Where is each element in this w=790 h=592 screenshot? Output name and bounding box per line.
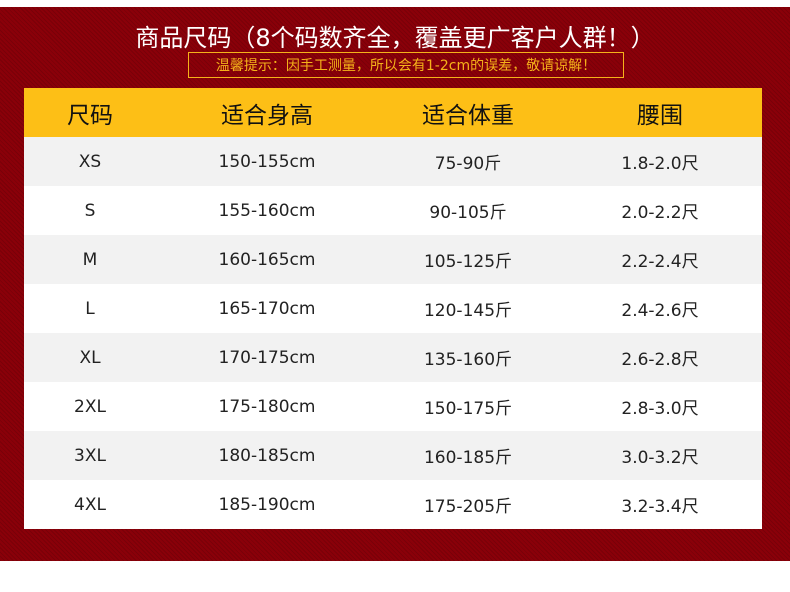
table-row: 4XL 185-190cm 175-205斤 3.2-3.4尺 [24, 480, 762, 529]
cell-waist: 3.0-3.2尺 [621, 448, 699, 468]
cell-size: 4XL [74, 494, 106, 515]
table-row: 3XL 180-185cm 160-185斤 3.0-3.2尺 [24, 431, 762, 480]
size-table: 尺码 适合身高 适合体重 腰围 XS 150-155cm 75-90斤 1.8-2.0… [24, 88, 762, 529]
cell-height: 185-190cm [218, 494, 316, 515]
table-row: XL 170-175cm 135-160斤 2.6-2.8尺 [24, 333, 762, 382]
table-row: 2XL 175-180cm 150-175斤 2.8-3.0尺 [24, 382, 762, 431]
cell-height: 150-155cm [218, 151, 316, 172]
cell-size: M [82, 249, 98, 270]
cell-height: 165-170cm [218, 298, 316, 319]
cell-waist: 1.8-2.0尺 [621, 154, 699, 174]
notice-box: 温馨提示：因手工测量，所以会有1-2cm的误差，敬请谅解！ [188, 52, 624, 78]
cell-height: 160-165cm [218, 249, 316, 270]
cell-weight: 175-205斤 [423, 497, 513, 517]
table-header: 尺码 适合身高 适合体重 腰围 [24, 88, 762, 137]
table-row: M 160-165cm 105-125斤 2.2-2.4尺 [24, 235, 762, 284]
cell-size: XS [78, 151, 102, 172]
cell-size: 2XL [74, 396, 106, 417]
cell-weight: 135-160斤 [423, 350, 513, 370]
cell-size: 3XL [74, 445, 106, 466]
table-row: L 165-170cm 120-145斤 2.4-2.6尺 [24, 284, 762, 333]
cell-size: XL [79, 347, 101, 368]
table-row: S 155-160cm 90-105斤 2.0-2.2尺 [24, 186, 762, 235]
cell-weight: 75-90斤 [434, 154, 502, 174]
cell-waist: 2.4-2.6尺 [621, 301, 699, 321]
cell-waist: 2.0-2.2尺 [621, 203, 699, 223]
page-title: 商品尺码（8个码数齐全，覆盖更广客户人群！） [135, 24, 655, 52]
cell-size: L [85, 298, 95, 319]
cell-weight: 120-145斤 [423, 301, 513, 321]
cell-weight: 160-185斤 [423, 448, 513, 468]
cell-size: S [84, 200, 96, 221]
cell-waist: 3.2-3.4尺 [621, 497, 699, 517]
header-height: 适合身高 [221, 102, 313, 129]
header-size: 尺码 [67, 102, 113, 129]
table-row: XS 150-155cm 75-90斤 1.8-2.0尺 [24, 137, 762, 186]
header-waist: 腰围 [637, 102, 683, 129]
cell-waist: 2.2-2.4尺 [621, 252, 699, 272]
cell-weight: 105-125斤 [423, 252, 513, 272]
cell-height: 180-185cm [218, 445, 316, 466]
cell-height: 170-175cm [218, 347, 316, 368]
cell-height: 155-160cm [218, 200, 316, 221]
cell-height: 175-180cm [218, 396, 316, 417]
header-weight: 适合体重 [422, 102, 514, 129]
cell-waist: 2.6-2.8尺 [621, 350, 699, 370]
cell-weight: 150-175斤 [423, 399, 513, 419]
cell-waist: 2.8-3.0尺 [621, 399, 699, 419]
cell-weight: 90-105斤 [429, 203, 507, 223]
